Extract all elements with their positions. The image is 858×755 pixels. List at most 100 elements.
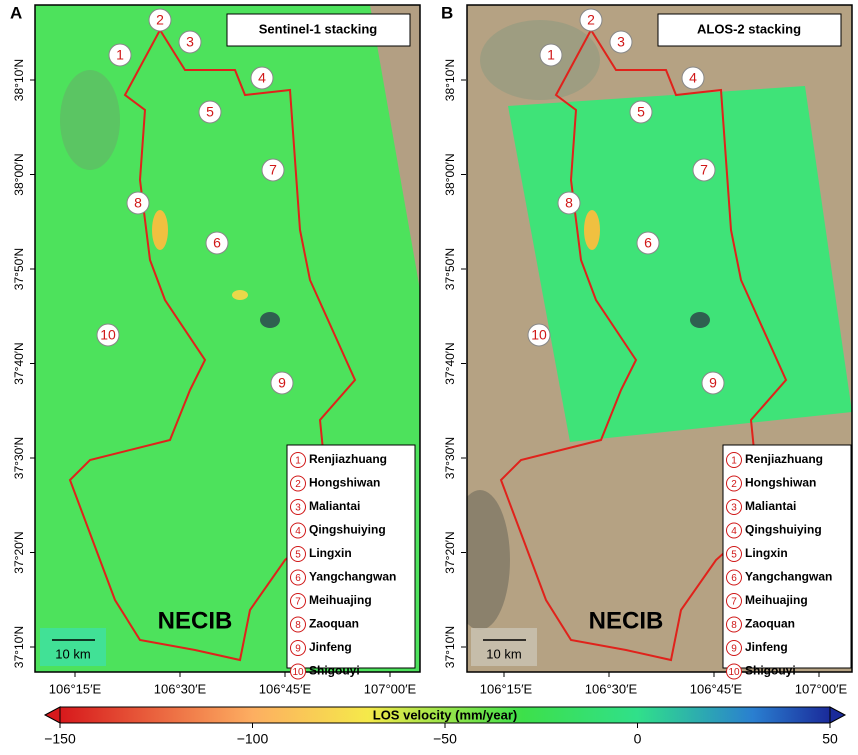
site-marker <box>108 43 132 67</box>
site-marker <box>148 8 172 32</box>
site-number: 1 <box>116 47 124 63</box>
legend-marker <box>290 452 306 468</box>
legend-marker <box>290 616 306 633</box>
lat-label: 37°30′N <box>12 437 26 479</box>
site-marker <box>126 191 150 215</box>
scale-label: 10 km <box>486 646 521 661</box>
legend-name: Jinfeng <box>745 640 788 654</box>
frame <box>466 4 853 673</box>
site-number: 10 <box>531 327 547 343</box>
site-number: 7 <box>269 162 277 178</box>
lat-label: 37°10′N <box>443 626 457 668</box>
legend-number: 4 <box>295 526 301 537</box>
site-number: 8 <box>565 195 573 211</box>
lon-label: 107°00′E <box>364 681 417 696</box>
legend-box <box>722 444 852 669</box>
lat-label: 37°20′N <box>443 531 457 573</box>
legend-marker <box>726 569 742 586</box>
lat-label: 37°30′N <box>443 437 457 479</box>
legend-number: 8 <box>731 620 737 631</box>
panel-title: Sentinel-1 stacking <box>259 21 378 36</box>
legend-name: Maliantai <box>309 499 360 513</box>
legend-number: 5 <box>295 550 301 561</box>
lat-label: 37°40′N <box>443 342 457 384</box>
region-label: NECIB <box>589 607 664 634</box>
lat-label: 37°10′N <box>12 626 26 668</box>
legend-name: Lingxin <box>309 546 352 560</box>
legend-marker <box>726 616 742 633</box>
lat-label: 38°00′N <box>12 153 26 195</box>
legend-marker <box>290 499 306 515</box>
colorbar-tick-label: −50 <box>433 731 457 747</box>
title-box <box>226 13 411 47</box>
legend-number: 7 <box>295 597 301 608</box>
site-marker <box>178 30 202 54</box>
legend-marker <box>726 475 742 492</box>
site-number: 4 <box>258 70 266 86</box>
lon-label: 106°45′E <box>690 681 743 696</box>
legend-name: Yangchangwan <box>745 570 832 584</box>
legend-name: Hongshiwan <box>309 476 380 490</box>
site-marker <box>527 323 551 347</box>
legend-name: Maliantai <box>745 499 796 513</box>
legend-marker <box>290 475 306 492</box>
legend-name: Zaoquan <box>309 617 359 631</box>
site-marker <box>557 191 581 215</box>
site-number: 6 <box>644 235 652 251</box>
site-marker <box>270 371 294 395</box>
legend-number: 8 <box>295 620 301 631</box>
legend-name: Lingxin <box>745 546 788 560</box>
panel-letter: A <box>10 3 22 22</box>
site-marker <box>692 158 716 182</box>
site-number: 2 <box>587 12 595 28</box>
colorbar-tick-label: 50 <box>822 731 838 747</box>
site-marker <box>579 8 603 32</box>
legend-marker <box>726 593 742 609</box>
legend-marker <box>290 663 306 680</box>
lon-label: 106°15′E <box>49 681 102 696</box>
boundary <box>499 28 788 662</box>
site-number: 8 <box>134 195 142 211</box>
site-number: 2 <box>156 12 164 28</box>
legend-marker <box>726 452 742 468</box>
site-marker <box>636 231 660 255</box>
boundary <box>68 28 357 662</box>
site-marker <box>539 43 563 67</box>
scale-label: 10 km <box>55 646 90 661</box>
legend-name: Meihuajing <box>745 593 808 607</box>
site-number: 6 <box>213 235 221 251</box>
site-marker <box>250 66 274 90</box>
site-number: 3 <box>617 34 625 50</box>
colorbar-end <box>829 706 847 724</box>
legend-number: 3 <box>731 503 737 514</box>
legend-name: Yangchangwan <box>309 570 396 584</box>
legend-number: 4 <box>731 526 737 537</box>
site-marker <box>701 371 725 395</box>
site-number: 1 <box>547 47 555 63</box>
legend-number: 2 <box>731 479 737 490</box>
legend-marker <box>290 569 306 586</box>
legend-marker <box>726 546 742 562</box>
legend-number: 9 <box>731 644 737 655</box>
legend-number: 5 <box>731 550 737 561</box>
legend-name: Renjiazhuang <box>309 452 387 466</box>
legend-box <box>286 444 416 669</box>
legend-name: Shigouyi <box>309 664 360 678</box>
lon-label: 106°45′E <box>259 681 312 696</box>
scale-box <box>471 628 537 666</box>
site-number: 9 <box>278 375 286 391</box>
frame <box>34 4 421 673</box>
panel-letter: B <box>441 3 453 22</box>
legend-marker <box>290 522 306 539</box>
site-number: 5 <box>637 104 645 120</box>
site-number: 4 <box>689 70 697 86</box>
legend-name: Qingshuiying <box>745 523 822 537</box>
legend-number: 6 <box>731 573 737 584</box>
panel-title: ALOS-2 stacking <box>697 21 801 36</box>
legend-number: 6 <box>295 573 301 584</box>
colorbar-end <box>43 706 61 724</box>
legend-number: 2 <box>295 479 301 490</box>
legend-marker <box>290 546 306 562</box>
legend-name: Meihuajing <box>309 593 372 607</box>
site-marker <box>681 66 705 90</box>
